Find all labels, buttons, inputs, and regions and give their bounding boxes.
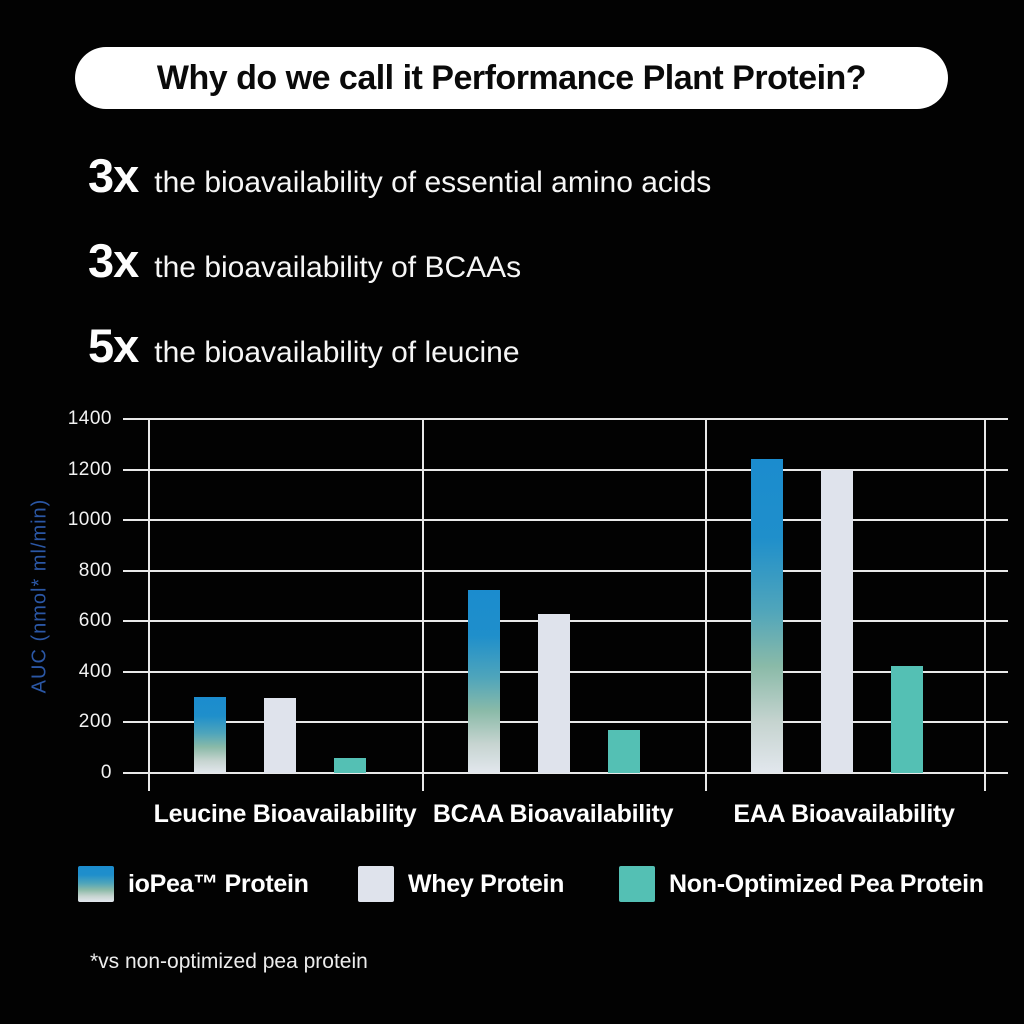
benefit-text: the bioavailability of essential amino a… — [154, 166, 712, 199]
bar-non-optimized-pea-protein-2 — [891, 665, 923, 773]
bar-whey-protein-2 — [821, 469, 853, 773]
bar-whey-protein-1 — [538, 613, 570, 773]
benefit-text: the bioavailability of leucine — [154, 336, 520, 369]
whey-swatch-icon — [358, 866, 394, 902]
gridline — [123, 772, 1008, 774]
y-tick-label: 0 — [100, 762, 112, 783]
legend-item: ioPea™ Protein — [78, 866, 309, 902]
y-tick-label: 1000 — [67, 509, 112, 531]
bar-non-optimized-pea-protein-0 — [334, 757, 366, 773]
legend-item: Whey Protein — [358, 866, 564, 902]
nonoptimized-pea-swatch-icon — [619, 866, 655, 902]
category-label: Leucine Bioavailability — [153, 800, 417, 828]
footnote: *vs non-optimized pea protein — [90, 950, 368, 973]
y-tick-label: 1400 — [67, 408, 112, 429]
benefit-multiplier: 3x — [88, 234, 139, 287]
benefit-row: 5x the bioavailability of leucine — [88, 318, 520, 373]
legend-label: ioPea™ Protein — [128, 869, 309, 898]
benefit-row: 3x the bioavailability of essential amin… — [88, 148, 711, 203]
bar-iopea-protein-0 — [194, 697, 226, 773]
gridline — [123, 468, 1008, 471]
benefit-text: the bioavailability of BCAAs — [154, 251, 522, 284]
bar-chart-plot — [123, 418, 1008, 791]
gridline — [123, 519, 1008, 522]
benefit-multiplier: 5x — [88, 319, 139, 372]
y-tick-label: 1200 — [67, 458, 112, 480]
axis-line — [422, 419, 424, 791]
benefit-row: 3x the bioavailability of BCAAs — [88, 233, 521, 288]
y-tick-label: 600 — [78, 610, 112, 632]
iopea-gradient-swatch-icon — [78, 866, 114, 902]
gridline — [123, 418, 1008, 420]
axis-line — [148, 419, 150, 791]
y-tick-label: 400 — [78, 660, 112, 682]
gridline — [123, 569, 1008, 572]
legend-label: Non-Optimized Pea Protein — [669, 869, 984, 898]
axis-line — [705, 419, 707, 791]
axis-line — [984, 419, 986, 791]
page-title: Why do we call it Performance Plant Prot… — [156, 58, 867, 97]
y-tick-label: 800 — [78, 559, 112, 581]
legend-item: Non-Optimized Pea Protein — [619, 866, 984, 902]
bar-iopea-protein-1 — [468, 589, 500, 773]
benefit-multiplier: 3x — [88, 149, 139, 202]
bar-non-optimized-pea-protein-1 — [608, 730, 640, 773]
category-label: EAA Bioavailability — [733, 800, 955, 828]
page-title-pill: Why do we call it Performance Plant Prot… — [75, 47, 948, 109]
category-label: BCAA Bioavailability — [432, 800, 674, 828]
y-tick-label: 200 — [78, 711, 112, 733]
legend-label: Whey Protein — [408, 869, 565, 898]
bar-iopea-protein-2 — [751, 459, 783, 773]
bar-whey-protein-0 — [264, 698, 296, 773]
